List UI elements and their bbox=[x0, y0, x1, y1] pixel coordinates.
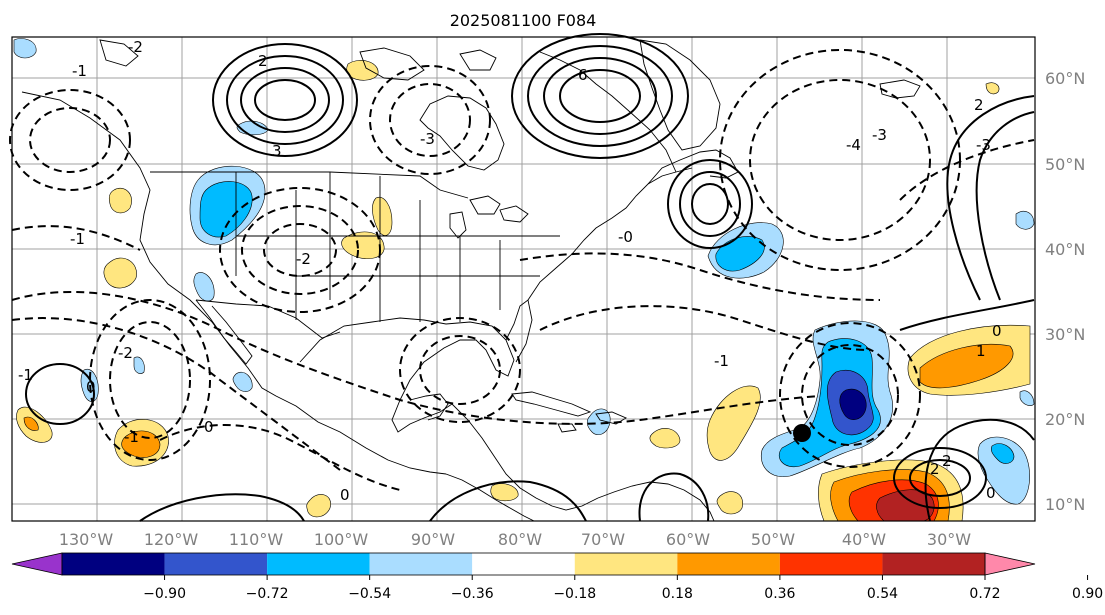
colorbar-tick-label: −0.18 bbox=[553, 586, 596, 602]
colorbar-tick-label: 0.18 bbox=[662, 586, 693, 602]
lon-label: 50°W bbox=[751, 530, 795, 549]
colorbar-segment bbox=[472, 553, 575, 575]
map-title: 2025081100 F084 bbox=[450, 11, 597, 30]
colorbar-tick-label: 0.54 bbox=[867, 586, 898, 602]
colorbar-outline bbox=[61, 552, 986, 576]
lon-label: 80°W bbox=[498, 530, 542, 549]
lon-label: 110°W bbox=[229, 530, 284, 549]
contour-label: 2 bbox=[258, 52, 268, 70]
lat-label: 40°N bbox=[1045, 240, 1085, 259]
colorbar-tick-label: 0.72 bbox=[969, 586, 1000, 602]
lon-label: 130°W bbox=[59, 530, 114, 549]
contour-label: 6 bbox=[578, 66, 588, 84]
contour-label: 0 bbox=[204, 418, 214, 436]
colorbar-extend-max bbox=[984, 552, 1036, 576]
lon-label: 70°W bbox=[581, 530, 625, 549]
colorbar-tick-label: 0.36 bbox=[764, 586, 795, 602]
contour-labels: -2 -1 2 -3 6 -4 -3 3 -2 2 -1 -0 0 -1 -2 … bbox=[18, 38, 1002, 504]
contour-label: 0 bbox=[992, 322, 1002, 340]
contour-label: -2 bbox=[118, 344, 133, 362]
contour-label: 0 bbox=[86, 378, 96, 396]
colorbar-segment bbox=[882, 553, 985, 575]
contour-label: 0 bbox=[986, 484, 996, 502]
lat-label: 60°N bbox=[1045, 69, 1085, 88]
colorbar-segment bbox=[677, 553, 780, 575]
contour-label: -1 bbox=[714, 352, 729, 370]
contour-label: -4 bbox=[846, 136, 861, 154]
colorbar-segment bbox=[164, 553, 268, 575]
contour-label: 2 bbox=[930, 460, 940, 478]
lon-label: 120°W bbox=[144, 530, 199, 549]
contour-label: -2 bbox=[296, 250, 311, 268]
contour-label: 2 bbox=[942, 452, 952, 470]
graticule bbox=[12, 37, 1035, 521]
map-border bbox=[11, 36, 1036, 522]
contour-label: 1 bbox=[976, 342, 986, 360]
lat-label: 30°N bbox=[1045, 325, 1085, 344]
colorbar-tick-label: −0.36 bbox=[451, 586, 494, 602]
colorbar-segment bbox=[62, 553, 165, 575]
latitude-labels: 60°N 50°N 40°N 30°N 20°N 10°N bbox=[1045, 69, 1085, 514]
contour-label: 2 bbox=[974, 96, 984, 114]
contour-label: 0 bbox=[340, 486, 350, 504]
contour-label: -3 bbox=[420, 130, 435, 148]
dashed-contours bbox=[9, 49, 1035, 491]
lon-label: 100°W bbox=[314, 530, 369, 549]
colorbar-segment bbox=[369, 553, 473, 575]
colorbar-tick-label: −0.54 bbox=[348, 586, 391, 602]
colorbar-extend-min bbox=[11, 552, 63, 576]
lat-label: 50°N bbox=[1045, 155, 1085, 174]
contour-label: -3 bbox=[976, 136, 991, 154]
colorbar-tick-label: −0.72 bbox=[246, 586, 289, 602]
contour-label: -2 bbox=[128, 38, 143, 56]
contour-label: -0 bbox=[618, 228, 633, 246]
colorbar-segment bbox=[267, 553, 370, 575]
colorbar-segment bbox=[779, 553, 883, 575]
contour-label: -1 bbox=[18, 366, 33, 384]
lon-label: 90°W bbox=[411, 530, 455, 549]
colorbar-tick-label: 0.90 bbox=[1072, 586, 1103, 602]
lon-label: 40°W bbox=[842, 530, 886, 549]
lat-label: 20°N bbox=[1045, 410, 1085, 429]
colorbar: −0.90 −0.72 −0.54 −0.36 −0.18 0.18 0.36 0.54 0.7… bbox=[11, 552, 1103, 602]
colorbar-segment bbox=[574, 553, 678, 575]
contour-label: -1 bbox=[72, 62, 87, 80]
colorbar-tick-label: −0.90 bbox=[143, 586, 186, 602]
lon-label: 60°W bbox=[666, 530, 710, 549]
lat-label: 10°N bbox=[1045, 495, 1085, 514]
contour-label: -3 bbox=[872, 126, 887, 144]
longitude-labels: 130°W 120°W 110°W 100°W 90°W 80°W 70°W 6… bbox=[59, 530, 971, 549]
solid-contours bbox=[25, 33, 1035, 522]
storm-position-dot bbox=[793, 424, 811, 442]
contour-label: -1 bbox=[70, 230, 85, 248]
lon-label: 30°W bbox=[927, 530, 971, 549]
contour-label: -1 bbox=[124, 428, 139, 446]
contour-label: 3 bbox=[272, 142, 282, 160]
